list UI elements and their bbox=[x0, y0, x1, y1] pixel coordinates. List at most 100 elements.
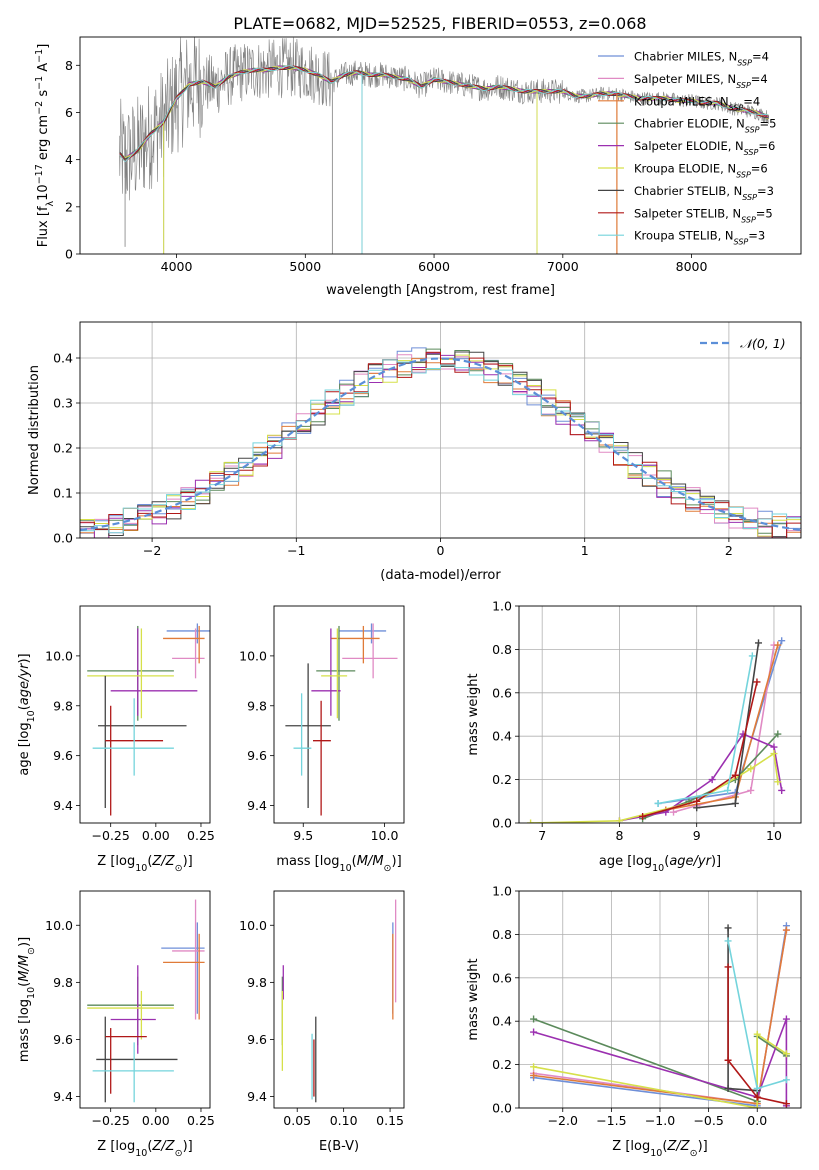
x-tick-label: −1.0 bbox=[645, 1113, 675, 1128]
series-marker-salpeter_elodie bbox=[530, 1028, 538, 1036]
spectrum-ylabel-part: Flux [f bbox=[36, 206, 51, 247]
y-tick-label: 0.8 bbox=[492, 927, 512, 942]
series-marker-kroupa_elodie bbox=[527, 819, 535, 823]
x-tick-label: 7000 bbox=[547, 259, 579, 274]
x-tick-label: 0 bbox=[437, 543, 445, 558]
y-tick-label: 0.2 bbox=[492, 1057, 512, 1072]
legend-label-suffix: =4 bbox=[752, 50, 769, 64]
y-tick-label: 4 bbox=[65, 152, 73, 167]
x-tick-label: 0.10 bbox=[330, 1113, 358, 1128]
y-tick-label: 9.8 bbox=[53, 698, 73, 713]
age-vs-mass-errorbars-plot-area bbox=[285, 623, 398, 816]
legend-label-text: Kroupa STELIB, N bbox=[634, 229, 734, 243]
mass-vs-z-errorbars-ylabel-part: ⊙ bbox=[26, 947, 37, 955]
series-marker-kroupa_stelib bbox=[748, 652, 756, 660]
mass-weight-vs-z-xlabel-part: Z [log bbox=[612, 1139, 650, 1154]
mass-weight-vs-z-xlabel-part: 10 bbox=[650, 1148, 662, 1159]
y-tick-label: 9.6 bbox=[53, 1032, 73, 1047]
age-vs-mass-errorbars-xlabel-part: ( bbox=[352, 854, 357, 869]
mass-vs-z-errorbars-axes: −0.25 0.00 0.259.49.69.810.0Z [log10(Z/Z⊙)… bbox=[17, 890, 215, 1159]
x-tick-label: −2.0 bbox=[548, 1113, 578, 1128]
spectrum-ylabel-part: λ bbox=[45, 200, 56, 206]
mass-vs-z-errorbars-xlabel-part: ⊙ bbox=[175, 1148, 183, 1159]
legend-label-kroupa_stelib: Kroupa STELIB, NSSP=3 bbox=[634, 229, 765, 247]
age-vs-mass-errorbars-xlabel: mass [log10(M/M⊙)] bbox=[276, 854, 401, 874]
y-tick-label: 9.4 bbox=[53, 1089, 73, 1104]
gaussian-curve bbox=[80, 357, 801, 532]
spectrum-ylabel-part: s bbox=[36, 90, 51, 101]
y-tick-label: 2 bbox=[65, 199, 73, 214]
y-tick-label: 9.6 bbox=[247, 748, 267, 763]
series-line-salpeter_stelib bbox=[727, 967, 787, 1105]
series-marker-kroupa_stelib bbox=[724, 786, 732, 794]
legend-label-text: Salpeter ELODIE, N bbox=[634, 139, 744, 153]
histogram-step-salpeter_miles bbox=[80, 351, 801, 538]
mass-weight-vs-z-xlabel-part: ⊙ bbox=[690, 1148, 698, 1159]
mass-weight-vs-age-xlabel-part: age/yr bbox=[669, 854, 712, 869]
age-vs-z-errorbars-ylabel-part: 10 bbox=[26, 710, 37, 722]
y-tick-label: 9.6 bbox=[53, 748, 73, 763]
spectrum-axes: 4000 5000 6000 7000 8000 0 2 4 6 8 Chabrier MILES,… bbox=[34, 36, 802, 298]
mass-weight-vs-age-plot-area bbox=[519, 606, 801, 823]
mass-weight-vs-z-frame bbox=[518, 890, 802, 1109]
legend-label-salpeter_stelib: Salpeter STELIB, NSSP=5 bbox=[634, 206, 773, 224]
x-tick-label: 6000 bbox=[418, 259, 450, 274]
series-marker-kroupa_stelib bbox=[724, 937, 732, 945]
x-tick-label: 0.25 bbox=[187, 828, 215, 843]
age-vs-z-errorbars-xlabel-part: )] bbox=[183, 854, 193, 869]
spectrum-model-line-salpeter_stelib bbox=[119, 65, 769, 162]
legend-label-kroupa_miles: Kroupa MILES, NSSP=4 bbox=[634, 94, 760, 112]
spectrum-plot-area bbox=[119, 37, 770, 254]
age-vs-z-errorbars-xlabel-part: Z [log bbox=[97, 854, 135, 869]
y-tick-label: 0.0 bbox=[492, 1101, 512, 1116]
series-marker-salpeter_stelib bbox=[639, 812, 647, 820]
y-tick-label: 9.8 bbox=[247, 698, 267, 713]
x-tick-label: 10.0 bbox=[371, 828, 399, 843]
mass-weight-vs-z-axes: −2.0 −1.5 −1.0 −0.5 0.0 0.0 0.2 0.4 0.6 0.8 1.0 Z [… bbox=[466, 884, 802, 1159]
age-vs-z-errorbars-ylabel-part: )] bbox=[17, 653, 32, 663]
age-vs-mass-errorbars-xlabel-part: M/M bbox=[357, 854, 384, 869]
legend-label-text: Salpeter STELIB, N bbox=[634, 206, 741, 220]
age-vs-z-errorbars-ylabel-part: age [log bbox=[17, 722, 32, 775]
y-tick-label: 0.4 bbox=[492, 1014, 512, 1029]
y-tick-label: 0.2 bbox=[492, 772, 512, 787]
series-marker-kroupa_miles bbox=[774, 641, 782, 649]
series-line-kroupa_elodie bbox=[530, 752, 779, 823]
legend-label-salpeter_miles: Salpeter MILES, NSSP=4 bbox=[634, 72, 768, 90]
series-marker-salpeter_stelib bbox=[753, 678, 761, 686]
legend-label-suffix: =5 bbox=[756, 206, 773, 220]
mass-vs-z-errorbars-ylabel-part: 10 bbox=[26, 987, 37, 999]
y-tick-label: 0.2 bbox=[53, 441, 73, 456]
x-tick-label: 2 bbox=[725, 543, 733, 558]
x-tick-label: 0.25 bbox=[187, 1113, 215, 1128]
legend-label-sub: SSP bbox=[729, 103, 744, 112]
series-marker-chabrier_stelib bbox=[755, 639, 763, 647]
series-marker-kroupa_elodie bbox=[782, 1050, 790, 1058]
mass-vs-ebv-errorbars-axes: 0.05 0.10 0.15 9.4 9.6 9.8 10.0 E(B-V) bbox=[239, 890, 405, 1154]
legend-label-suffix: =3 bbox=[748, 229, 765, 243]
y-tick-label: 9.4 bbox=[247, 798, 267, 813]
legend-label-suffix: =4 bbox=[751, 72, 768, 86]
mass-weight-vs-age-xlabel-part: age [log bbox=[599, 854, 652, 869]
legend-label-text: Chabrier MILES, N bbox=[634, 50, 737, 64]
series-line-salpeter_elodie bbox=[533, 1018, 788, 1106]
histogram-ylabel: Normed distribution bbox=[27, 365, 42, 495]
x-tick-label: 0.05 bbox=[283, 1113, 311, 1128]
legend-label-sub: SSP bbox=[736, 80, 751, 89]
histogram-step-kroupa_stelib bbox=[80, 359, 801, 534]
mass-vs-z-errorbars-frame bbox=[79, 890, 211, 1109]
y-tick-label: 9.4 bbox=[53, 798, 73, 813]
y-tick-label: 6 bbox=[65, 105, 73, 120]
y-tick-label: 0.6 bbox=[492, 685, 512, 700]
legend-label-suffix: =3 bbox=[757, 184, 774, 198]
legend-label-text: Chabrier ELODIE, N bbox=[634, 117, 745, 131]
residual-histogram-axes: −2 −1 0 1 2 0.0 0.1 0.2 0.3 0.4 𝒩(0, 1) (data-model… bbox=[27, 321, 802, 583]
mass-weight-vs-age-xlabel-part: ( bbox=[664, 854, 669, 869]
series-marker-kroupa_elodie bbox=[615, 817, 623, 823]
series-marker-chabrier_stelib bbox=[724, 924, 732, 932]
series-marker-salpeter_elodie bbox=[770, 743, 778, 751]
x-tick-label: 8000 bbox=[676, 259, 708, 274]
x-tick-label: 0.0 bbox=[747, 1113, 767, 1128]
legend-label-salpeter_elodie: Salpeter ELODIE, NSSP=6 bbox=[634, 139, 775, 157]
